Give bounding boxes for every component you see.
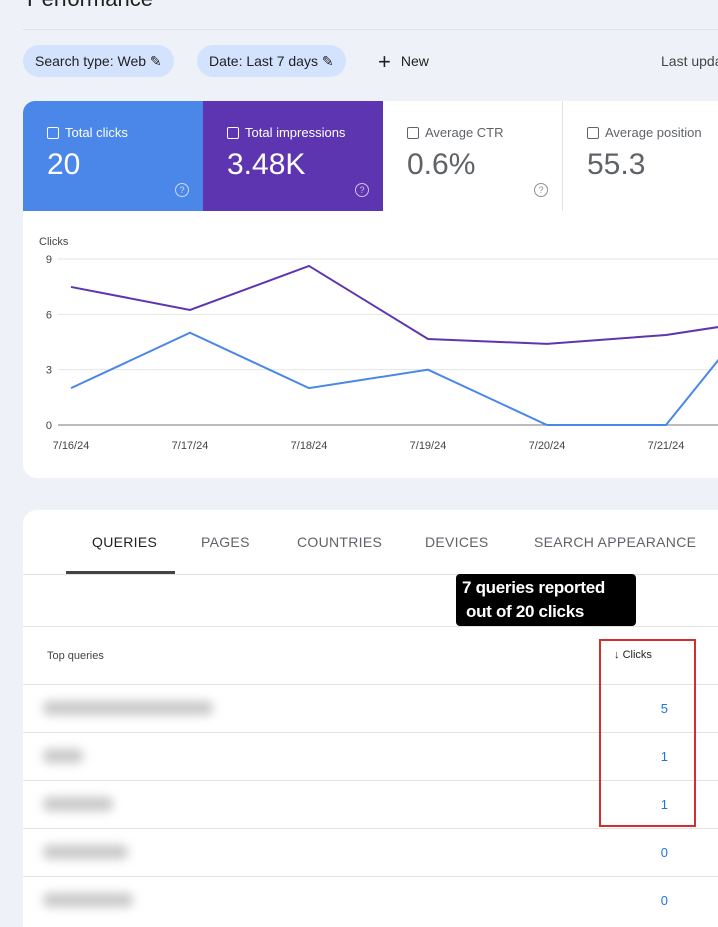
table-row[interactable]: 5 [23, 684, 718, 733]
chart: Clicks 0 3 6 9 7/16/24 7/17/24 7/18/24 7/19/24 7… [23, 211, 718, 478]
blurred-query [43, 701, 213, 715]
highlight-box [599, 639, 696, 827]
divider [23, 574, 718, 575]
new-button[interactable]: + New [378, 49, 429, 74]
column-label: Clicks [622, 649, 652, 661]
filter-chip[interactable]: Search type: Web ✎ [23, 45, 174, 77]
table-row[interactable]: 1 [23, 732, 718, 781]
tab[interactable]: QUERIES [92, 534, 158, 550]
y-tick-label: 6 [46, 309, 52, 321]
divider [23, 29, 718, 30]
clicks-cell: 1 [660, 797, 668, 812]
x-tick-label: 7/18/24 [291, 440, 328, 452]
metric-value: 3.48K [227, 148, 306, 181]
chip-label: Search type: Web [35, 53, 147, 69]
tab[interactable]: COUNTRIES [297, 534, 383, 550]
metric-value: 20 [47, 148, 81, 181]
metric-label: Total clicks [65, 125, 128, 140]
table-row[interactable]: 1 [23, 780, 718, 829]
table-row[interactable]: 0 [23, 876, 718, 925]
table-row[interactable]: 0 [23, 828, 718, 877]
annotation-line: 7 queries reported [462, 578, 605, 597]
metric-label: Average CTR [425, 125, 504, 140]
tab[interactable]: PAGES [201, 534, 250, 550]
metric-card[interactable]: Total clicks 20? [23, 101, 203, 211]
x-tick-label: 7/16/24 [53, 440, 90, 452]
clicks-cell: 5 [660, 701, 668, 716]
clicks-cell: 1 [660, 749, 668, 764]
clicks-cell: 0 [660, 845, 668, 860]
last-updated: Last updated [661, 53, 718, 69]
metric-card[interactable]: Average position 55.3 [563, 101, 718, 211]
metric-card[interactable]: Average CTR 0.6%? [383, 101, 563, 211]
new-label: New [400, 53, 429, 69]
y-axis-label: Clicks [39, 236, 69, 248]
x-tick-label: 7/19/24 [410, 440, 447, 452]
y-tick-label: 3 [46, 365, 52, 377]
column-header: Top queries [47, 650, 104, 662]
column-header[interactable]: ↓ Clicks [614, 649, 652, 661]
clicks-cell: 0 [660, 893, 668, 908]
y-tick-label: 9 [46, 254, 52, 266]
blurred-query [43, 845, 128, 859]
annotation: 7 queries reported out of 20 clicks [456, 574, 636, 626]
metric-label: Average position [605, 125, 702, 140]
tab[interactable]: DEVICES [425, 534, 489, 550]
tab-indicator [66, 571, 175, 574]
metric-label: Total impressions [245, 125, 346, 140]
divider [23, 626, 718, 627]
blurred-query [43, 797, 113, 811]
blurred-query [43, 893, 133, 907]
x-tick-label: 7/17/24 [172, 440, 209, 452]
series-line [70, 331, 718, 426]
filter-chip[interactable]: Date: Last 7 days ✎ [197, 45, 346, 77]
blurred-query [43, 749, 83, 763]
x-tick-label: 7/20/24 [529, 440, 566, 452]
metric-value: 55.3 [587, 148, 646, 181]
annotation-line: out of 20 clicks [466, 602, 585, 621]
metric-card[interactable]: Total impressions 3.48K? [203, 101, 383, 211]
metric-value: 0.6% [407, 148, 476, 181]
x-tick-label: 7/21/24 [648, 440, 685, 452]
tab[interactable]: SEARCH APPEARANCE [534, 534, 697, 550]
page-title: Performance [27, 0, 153, 12]
chip-label: Date: Last 7 days [209, 53, 318, 69]
y-tick-label: 0 [46, 420, 52, 432]
series-line [70, 264, 718, 345]
